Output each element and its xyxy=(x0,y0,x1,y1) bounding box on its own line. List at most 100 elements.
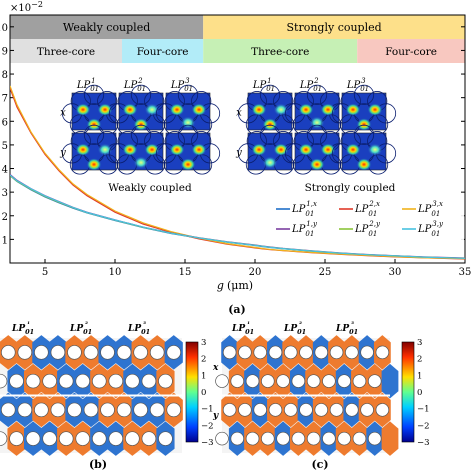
region-band-sub xyxy=(10,39,122,63)
colorbar-tick: 2 xyxy=(417,355,422,365)
core-circle xyxy=(345,403,359,417)
core-circle xyxy=(34,402,49,418)
core-circle xyxy=(352,374,367,388)
phase-cell xyxy=(381,363,399,399)
field-map xyxy=(331,84,397,135)
y-tick-label: 4 xyxy=(2,165,8,176)
mode-header: LP012 xyxy=(299,77,322,93)
x-tick-label: 25 xyxy=(319,267,332,278)
core-circle xyxy=(245,431,260,446)
colorbar-gradient xyxy=(401,341,415,443)
core-circle xyxy=(9,373,24,389)
core-circle xyxy=(215,431,229,446)
core-circle xyxy=(306,374,321,388)
core-circle xyxy=(50,402,66,418)
core-circle xyxy=(166,402,182,418)
y-tick-label: 1 xyxy=(2,235,8,246)
region-band-top xyxy=(203,15,465,39)
legend-entry: LP013,y xyxy=(417,220,444,238)
x-tick-label: 15 xyxy=(179,267,192,278)
core-circle xyxy=(42,373,57,389)
colorbar-tick: 3 xyxy=(417,338,422,348)
core-circle xyxy=(276,431,290,446)
core-circle xyxy=(375,345,390,360)
series-lines xyxy=(10,85,465,260)
core-circle xyxy=(314,345,329,360)
y-tick-label: 9 xyxy=(2,46,8,57)
core-circle xyxy=(67,345,82,360)
pol-row-label: y xyxy=(235,148,242,159)
mode-header: LP013 xyxy=(170,77,193,93)
colorbar-tick: 0 xyxy=(417,388,422,398)
x-tick-label: 35 xyxy=(459,267,472,278)
core-circle xyxy=(108,431,124,446)
core-circle xyxy=(125,373,140,389)
field-map xyxy=(61,84,127,135)
core-circle xyxy=(149,402,165,418)
core-circle xyxy=(158,431,173,446)
core-circle xyxy=(50,345,66,360)
colorbar-tick: −1 xyxy=(201,405,214,415)
y-tick-label: 2 xyxy=(2,212,8,223)
region-label-sub: Four-core xyxy=(385,46,437,58)
core-circle xyxy=(291,374,306,388)
core-circle xyxy=(314,403,329,417)
core-circle xyxy=(322,431,336,446)
x-axis: 5 10 15 20 25 30 35 xyxy=(42,259,472,278)
inset-label-strong: Strongly coupled xyxy=(305,182,396,194)
y-tick-label: 6 xyxy=(2,117,8,128)
legend-entry: LP013,x xyxy=(417,200,443,218)
core-circle xyxy=(158,373,173,389)
legend: LP011,x LP012,x LP013,x LP011,y LP012,y LP013… xyxy=(272,196,464,240)
series-line xyxy=(10,174,465,259)
region-label-sub: Three-core xyxy=(37,46,95,58)
core-circle xyxy=(261,431,275,446)
region-label-sub: Three-core xyxy=(251,46,309,58)
caption-a: (a) xyxy=(228,303,246,316)
core-circle xyxy=(116,402,132,418)
y-tick-label: 10 xyxy=(0,23,8,34)
legend-entry: LP011,x xyxy=(291,200,317,218)
field-map xyxy=(108,84,174,135)
core-circle xyxy=(238,345,252,360)
colorbar-gradient xyxy=(185,341,199,443)
region-band-sub xyxy=(203,39,358,63)
phase-mode-header: LP01¹ xyxy=(231,320,254,336)
caption-b: (b) xyxy=(89,458,107,471)
core-circle xyxy=(283,403,298,417)
core-circle xyxy=(345,345,359,360)
core-circle xyxy=(367,431,382,446)
phase-mode-header: LP01³ xyxy=(335,320,358,336)
core-circle xyxy=(133,345,148,360)
phase-mode-header: LP01³ xyxy=(127,320,150,336)
core-circle xyxy=(291,431,306,446)
core-circle xyxy=(306,431,321,446)
core-circle xyxy=(329,403,344,417)
core-circle xyxy=(261,374,275,388)
core-circle xyxy=(108,373,124,389)
y-tick-label: 7 xyxy=(2,94,8,105)
core-circle xyxy=(238,403,252,417)
legend-entry: LP012,y xyxy=(354,220,381,238)
core-circle xyxy=(9,431,24,446)
y-tick-label: 5 xyxy=(2,141,8,152)
colorbar-tick: 1 xyxy=(201,371,206,381)
core-circle xyxy=(133,402,148,418)
legend-box xyxy=(272,196,464,240)
core-circle xyxy=(58,431,74,446)
x-tick-label: 20 xyxy=(249,267,262,278)
series-line xyxy=(10,85,465,260)
colorbar-tick: −1 xyxy=(417,405,430,415)
core-circle xyxy=(83,345,99,360)
core-circle xyxy=(67,402,82,418)
region-label-top: Strongly coupled xyxy=(287,21,382,34)
colorbar-tick: −2 xyxy=(201,421,214,431)
core-circle xyxy=(0,373,8,389)
core-circle xyxy=(25,373,41,389)
core-circle xyxy=(222,345,237,360)
row-label-x: x xyxy=(212,363,219,373)
phase-mode-header: LP01¹ xyxy=(11,320,34,336)
colorbar-tick: 0 xyxy=(201,388,206,398)
legend-entry: LP012,x xyxy=(354,200,380,218)
mode-header: LP011 xyxy=(76,77,99,93)
